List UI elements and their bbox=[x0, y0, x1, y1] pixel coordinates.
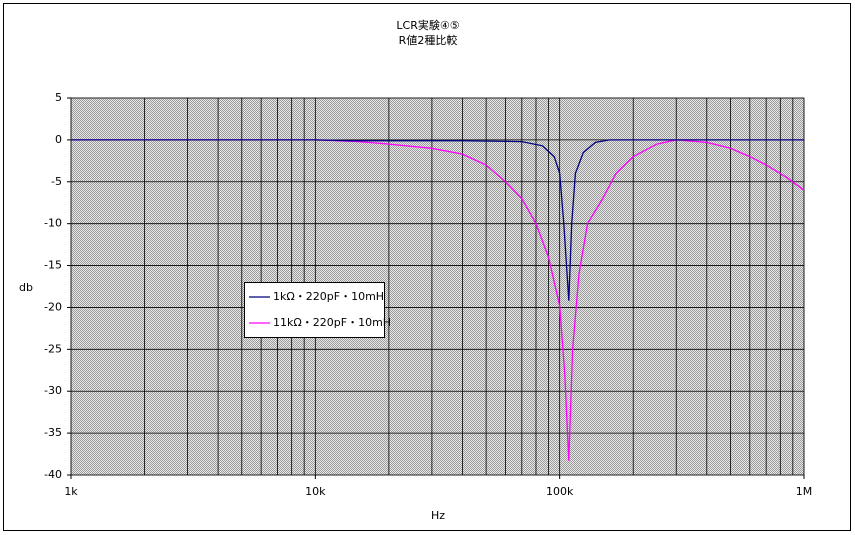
y-tick-label: -20 bbox=[44, 300, 62, 313]
x-tick-label: 1M bbox=[796, 485, 813, 498]
legend-box bbox=[244, 282, 385, 338]
plot-area bbox=[70, 97, 805, 476]
y-tick-label: -35 bbox=[44, 426, 62, 439]
chart-subtitle: R値2種比較 bbox=[399, 33, 458, 47]
x-tick-label: 100k bbox=[546, 485, 574, 498]
lines bbox=[71, 139, 805, 461]
series-line bbox=[71, 139, 804, 301]
legend-label: 1kΩ・220pF・10mH bbox=[273, 290, 384, 303]
y-tick-label: -5 bbox=[51, 175, 62, 188]
y-axis-label: db bbox=[19, 281, 33, 294]
series-line bbox=[71, 139, 805, 461]
y-tick-label: 5 bbox=[55, 91, 62, 104]
y-tick-label: -15 bbox=[44, 259, 62, 272]
x-axis-label: Hz bbox=[431, 509, 445, 522]
x-tick-label: 10k bbox=[305, 485, 326, 498]
y-tick-label: 0 bbox=[55, 133, 62, 146]
y-tick-label: -40 bbox=[44, 468, 62, 481]
y-tick-label: -30 bbox=[44, 384, 62, 397]
y-tick-label: -10 bbox=[44, 217, 62, 230]
legend: 1kΩ・220pF・10mH 11kΩ・220pF・10mH bbox=[244, 282, 391, 338]
x-tick-label: 1k bbox=[64, 485, 78, 498]
chart-title: LCR実験④⑤ bbox=[396, 18, 459, 32]
legend-label: 11kΩ・220pF・10mH bbox=[273, 316, 391, 329]
y-tick-label: -25 bbox=[44, 342, 62, 355]
